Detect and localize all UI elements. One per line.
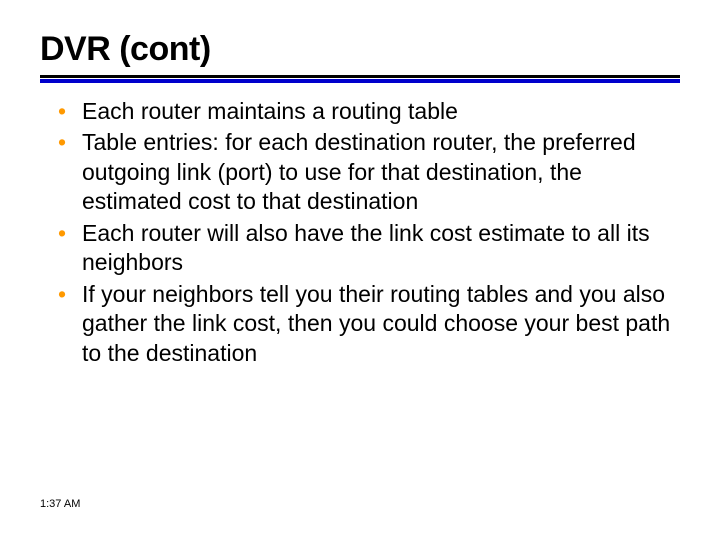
slide-title: DVR (cont) <box>40 30 680 69</box>
footer-timestamp: 1:37 AM <box>40 498 80 510</box>
list-item: Each router will also have the link cost… <box>58 219 680 278</box>
list-item: Table entries: for each destination rout… <box>58 128 680 216</box>
slide: DVR (cont) Each router maintains a routi… <box>0 0 720 540</box>
list-item: Each router maintains a routing table <box>58 97 680 126</box>
title-rule-dark <box>40 75 680 78</box>
title-rule-blue <box>40 79 680 83</box>
list-item: If your neighbors tell you their routing… <box>58 280 680 368</box>
bullet-list: Each router maintains a routing table Ta… <box>40 97 680 368</box>
